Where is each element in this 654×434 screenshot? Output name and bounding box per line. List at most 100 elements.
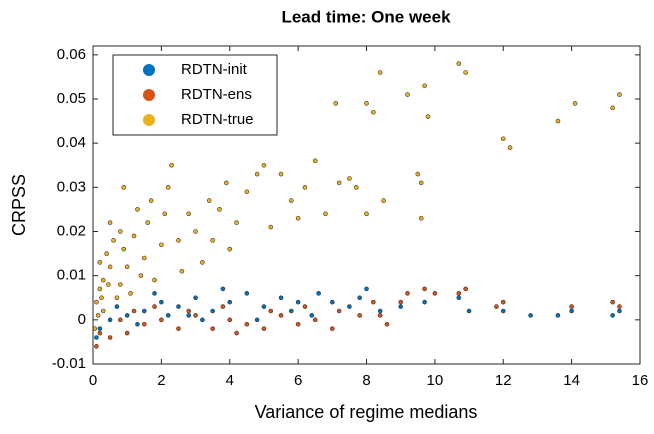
point	[95, 313, 101, 318]
point	[418, 180, 424, 186]
point	[244, 189, 250, 195]
point	[353, 185, 359, 190]
x-tick-label: 0	[89, 372, 97, 389]
series	[94, 286, 622, 340]
point	[261, 162, 267, 168]
point	[224, 180, 229, 186]
point	[268, 224, 274, 230]
point	[422, 83, 427, 89]
point	[288, 308, 294, 314]
point	[415, 171, 421, 177]
point	[121, 185, 127, 190]
point	[617, 308, 622, 314]
point	[336, 180, 342, 186]
point	[206, 198, 212, 203]
point	[278, 171, 284, 177]
point	[364, 286, 369, 292]
point	[97, 286, 103, 292]
legend-label: RDTN-true	[181, 111, 254, 128]
point	[244, 291, 250, 296]
point	[555, 313, 561, 318]
point	[377, 308, 383, 314]
plot-frame	[92, 45, 641, 365]
point	[278, 313, 284, 318]
x-tick-label: 2	[157, 372, 165, 389]
point	[377, 70, 383, 75]
point	[165, 313, 171, 318]
point	[141, 308, 147, 314]
point	[569, 304, 574, 309]
chart-title: Lead time: One week	[281, 7, 451, 26]
point	[169, 162, 174, 168]
point	[381, 198, 386, 203]
x-tick-label: 16	[632, 372, 649, 389]
x-axis-label: Variance of regime medians	[255, 402, 478, 422]
point	[234, 330, 239, 336]
point	[118, 229, 123, 234]
point	[357, 295, 362, 301]
point	[261, 304, 267, 309]
point	[432, 291, 438, 296]
point	[316, 291, 321, 296]
point	[323, 211, 328, 217]
point	[131, 308, 137, 314]
point	[227, 299, 233, 305]
series	[92, 61, 622, 331]
point	[295, 321, 301, 327]
point	[384, 321, 390, 327]
point	[254, 171, 260, 177]
y-tick-label: -0.01	[52, 355, 86, 372]
legend-label: RDTN-ens	[181, 86, 252, 103]
point	[333, 101, 339, 106]
point	[456, 295, 462, 301]
point	[610, 313, 615, 318]
point	[145, 220, 150, 225]
point	[617, 92, 622, 97]
point	[97, 330, 103, 336]
point	[309, 313, 315, 318]
point	[118, 282, 123, 287]
point	[141, 321, 147, 327]
point	[347, 176, 352, 181]
point	[99, 295, 104, 301]
y-tick-label: 0.06	[57, 46, 86, 63]
point	[128, 291, 133, 296]
point	[330, 326, 335, 331]
point	[118, 317, 123, 323]
point	[152, 277, 157, 283]
point	[97, 260, 103, 265]
point	[500, 136, 506, 142]
point	[405, 291, 410, 296]
point	[114, 295, 120, 301]
point	[555, 118, 561, 124]
point	[217, 207, 222, 212]
x-tick-label: 6	[294, 372, 302, 389]
point	[405, 92, 410, 97]
point	[135, 207, 140, 212]
point	[210, 326, 215, 331]
point	[200, 260, 205, 265]
point	[377, 313, 383, 318]
point	[507, 145, 513, 150]
legend-marker	[143, 64, 155, 76]
point	[107, 220, 113, 225]
point	[494, 304, 499, 309]
point	[610, 105, 615, 111]
legend-marker	[143, 114, 155, 126]
point	[159, 317, 164, 323]
point	[100, 277, 106, 283]
point	[193, 295, 198, 301]
y-axis-label: CRPSS	[9, 174, 29, 236]
legend-marker	[143, 89, 155, 101]
point	[176, 304, 181, 309]
y-tick-label: 0	[78, 311, 86, 328]
point	[138, 273, 144, 278]
point	[463, 70, 468, 75]
point	[364, 211, 369, 217]
point	[456, 291, 462, 296]
point	[330, 299, 335, 305]
point	[244, 321, 250, 327]
point	[210, 238, 215, 243]
point	[159, 299, 164, 305]
